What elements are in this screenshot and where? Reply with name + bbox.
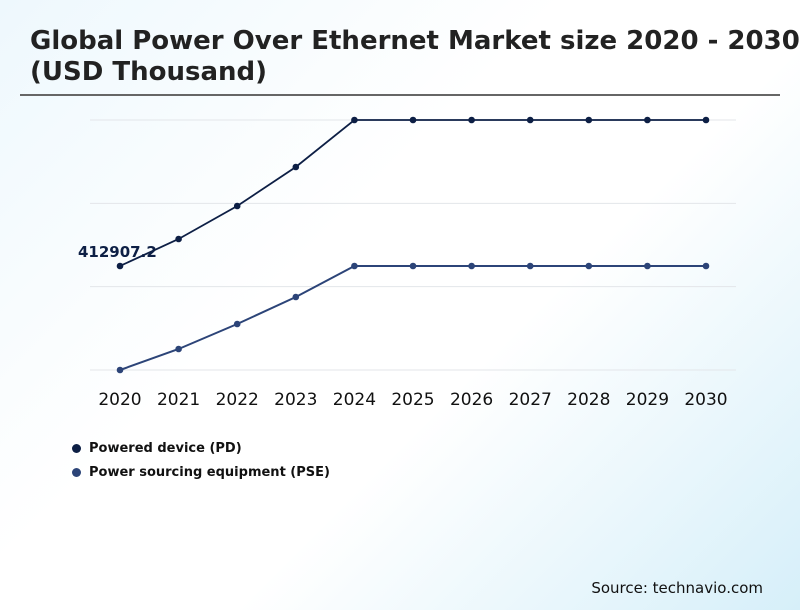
data-point bbox=[116, 262, 124, 270]
data-point bbox=[409, 116, 417, 124]
x-tick-label: 2024 bbox=[333, 390, 376, 410]
x-tick-label: 2025 bbox=[391, 390, 434, 410]
legend-marker-pd bbox=[72, 443, 81, 453]
data-point bbox=[351, 262, 358, 270]
x-tick-label: 2030 bbox=[684, 390, 727, 410]
data-point bbox=[585, 116, 593, 124]
legend-label-pse: Power sourcing equipment (PSE) bbox=[89, 464, 330, 480]
data-point bbox=[409, 262, 417, 270]
x-tick-label: 2027 bbox=[509, 390, 552, 410]
data-label: 412907.2 bbox=[78, 243, 157, 261]
data-point bbox=[233, 202, 241, 210]
x-tick-label: 2022 bbox=[216, 390, 259, 410]
x-tick-label: 2023 bbox=[274, 390, 317, 410]
x-tick-label: 2026 bbox=[450, 390, 493, 410]
data-point bbox=[702, 116, 710, 124]
data-point bbox=[175, 235, 182, 243]
x-tick-label: 2021 bbox=[157, 390, 200, 410]
series-line-pse bbox=[119, 264, 706, 371]
data-point bbox=[351, 116, 358, 124]
series-line-pd bbox=[119, 119, 706, 267]
data-point bbox=[468, 262, 475, 270]
source-text: Source: technavio.com bbox=[591, 579, 763, 597]
legend-item-pse: Power sourcing equipment (PSE) bbox=[72, 460, 330, 484]
data-point bbox=[702, 262, 710, 270]
legend-item-pd: Powered device (PD) bbox=[72, 436, 330, 460]
x-tick-label: 2020 bbox=[98, 390, 141, 410]
data-point bbox=[233, 320, 241, 328]
title-divider bbox=[20, 94, 780, 96]
legend: Powered device (PD) Power sourcing equip… bbox=[72, 436, 330, 484]
data-point bbox=[468, 116, 475, 124]
chart-title: Global Power Over Ethernet Market size 2… bbox=[30, 26, 800, 87]
data-point bbox=[644, 262, 651, 270]
legend-label-pd: Powered device (PD) bbox=[89, 440, 242, 456]
data-point bbox=[526, 116, 534, 124]
data-point bbox=[585, 262, 593, 270]
data-point bbox=[175, 345, 182, 353]
data-point bbox=[526, 262, 534, 270]
legend-marker-pse bbox=[72, 467, 81, 477]
data-point bbox=[292, 293, 300, 301]
data-point bbox=[116, 366, 124, 374]
data-point bbox=[644, 116, 651, 124]
x-tick-label: 2028 bbox=[567, 390, 610, 410]
x-tick-label: 2029 bbox=[626, 390, 669, 410]
data-point bbox=[292, 163, 300, 171]
